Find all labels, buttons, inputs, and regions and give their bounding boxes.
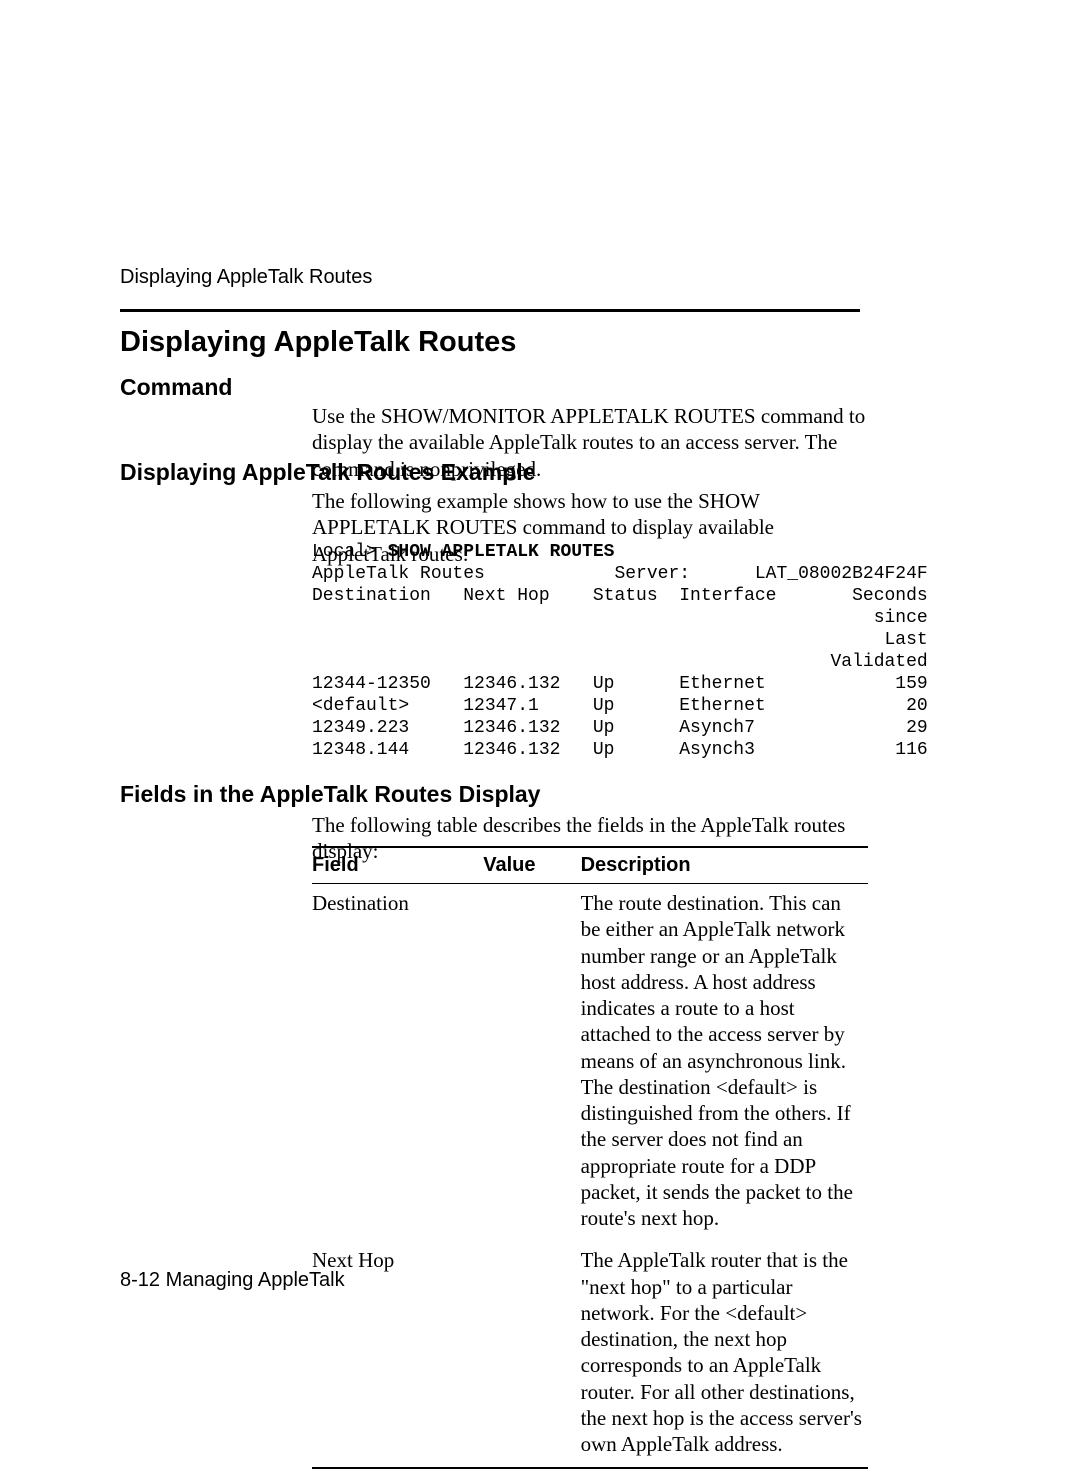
th-desc: Description	[581, 847, 868, 883]
section-heading-fields: Fields in the AppleTalk Routes Display	[120, 781, 540, 808]
terminal-output: Local> SHOW APPLETALK ROUTES AppleTalk R…	[312, 542, 928, 762]
th-field: Field	[312, 847, 483, 883]
title-rule	[120, 309, 860, 312]
fields-table: Field Value Description Destination The …	[312, 846, 868, 1469]
table-row: Destination The route destination. This …	[312, 884, 868, 1241]
page-title: Displaying AppleTalk Routes	[120, 326, 516, 359]
section-heading-example: Displaying AppleTalk Routes Example	[120, 459, 535, 486]
cell-field: Destination	[312, 884, 483, 1241]
cell-desc: The route destination. This can be eithe…	[581, 884, 868, 1241]
table-row: Next Hop The AppleTalk router that is th…	[312, 1241, 868, 1468]
table-header-row: Field Value Description	[312, 847, 868, 883]
page-footer: 8-12 Managing AppleTalk	[120, 1269, 345, 1292]
running-head: Displaying AppleTalk Routes	[120, 266, 372, 289]
section-heading-command: Command	[120, 374, 232, 401]
cell-desc: The AppleTalk router that is the "next h…	[581, 1241, 868, 1468]
th-value: Value	[483, 847, 580, 883]
cell-value	[483, 884, 580, 1241]
cell-value	[483, 1241, 580, 1468]
page: Displaying AppleTalk Routes Displaying A…	[0, 0, 1080, 1397]
